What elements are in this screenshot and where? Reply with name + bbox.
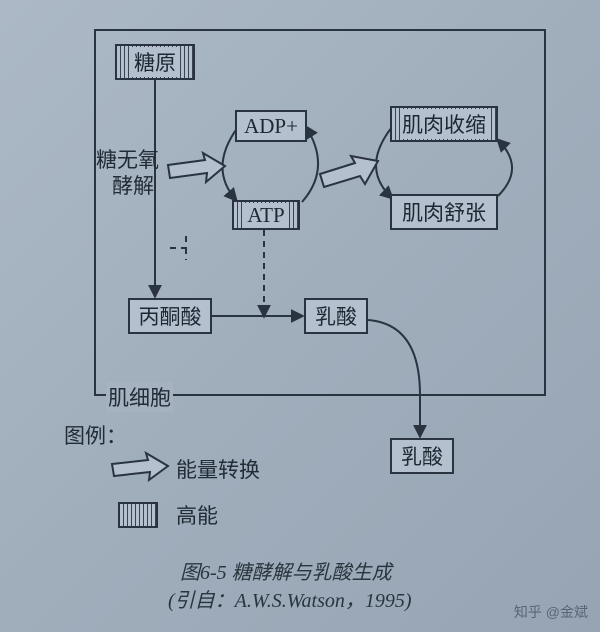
node-lactate-in: 乳酸 [304,298,368,334]
node-glycogen: 糖原 [115,44,195,80]
node-pyruvate-label: 丙酮酸 [139,301,202,331]
legend-energy: 能量转换 [176,454,260,484]
node-atp-label: ATP [245,203,286,228]
label-cell: 肌细胞 [106,382,173,412]
node-lactate-out: 乳酸 [390,438,454,474]
node-adp-label: ADP+ [244,114,298,139]
legend-high: 高能 [176,500,218,530]
legend-title: 图例： [64,420,127,450]
node-muscle-relax: 肌肉舒张 [390,194,498,230]
figure-citation: (引自：A.W.S.Watson，1995) [168,584,412,613]
node-glycogen-label: 糖原 [132,47,178,77]
watermark: 知乎 @金斌 [514,602,588,622]
node-adp: ADP+ [235,110,307,142]
node-muscle-contract: 肌肉收缩 [390,106,498,142]
figure-caption: 图6-5 糖酵解与乳酸生成 [180,556,392,585]
node-lactate-in-label: 乳酸 [315,301,357,331]
node-pyruvate: 丙酮酸 [128,298,212,334]
label-glycolysis-2: 酵解 [112,170,154,200]
node-atp: ATP [232,200,300,230]
node-relax-label: 肌肉舒张 [402,197,486,227]
page-bg [0,0,600,632]
node-contract-label: 肌肉收缩 [400,109,488,139]
legend-high-swatch [118,502,158,528]
node-lactate-out-label: 乳酸 [401,441,443,471]
